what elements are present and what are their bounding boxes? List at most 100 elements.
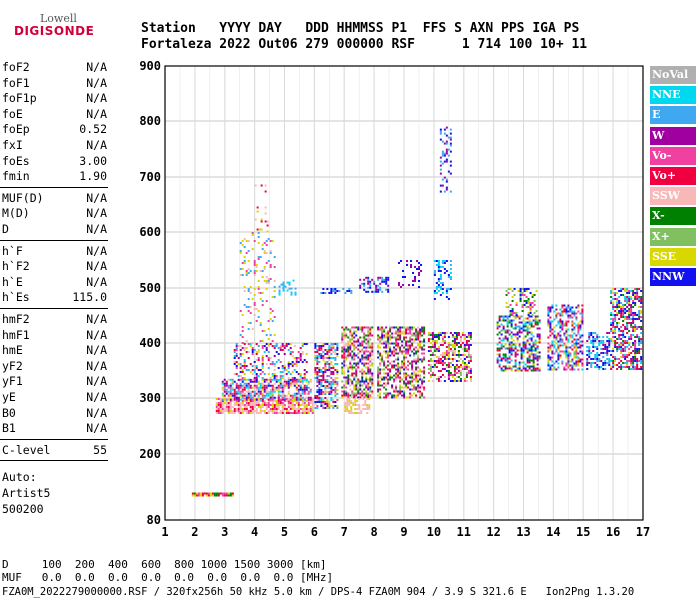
data-point	[598, 336, 601, 338]
data-point	[397, 326, 400, 329]
data-point	[407, 328, 410, 331]
data-point	[365, 276, 368, 279]
data-point	[277, 402, 280, 404]
data-point	[322, 401, 325, 403]
data-point	[264, 212, 267, 215]
data-point	[409, 336, 412, 339]
data-point	[275, 386, 278, 389]
data-point	[324, 389, 327, 391]
data-point	[449, 380, 452, 382]
data-point	[586, 340, 589, 342]
data-point	[447, 148, 450, 151]
data-point	[529, 304, 532, 306]
data-point	[381, 326, 384, 329]
data-point	[534, 353, 537, 356]
data-point	[502, 317, 505, 320]
data-point	[345, 376, 348, 379]
data-point	[353, 394, 356, 397]
data-point	[532, 325, 535, 328]
param-label-hf2: h`F2	[2, 259, 30, 274]
data-point	[345, 378, 348, 381]
data-point	[285, 384, 288, 387]
data-point	[353, 352, 356, 355]
data-point	[504, 353, 507, 356]
data-point	[277, 390, 280, 393]
data-point	[528, 331, 531, 334]
data-point	[245, 404, 248, 406]
data-point	[247, 298, 250, 300]
data-point	[318, 383, 321, 385]
data-point	[348, 290, 351, 292]
data-point	[269, 394, 272, 397]
data-point	[559, 314, 562, 317]
data-point	[241, 386, 244, 389]
data-point	[371, 346, 374, 349]
data-point	[311, 400, 314, 402]
data-point	[363, 282, 366, 285]
data-point	[320, 347, 323, 349]
data-point	[577, 368, 580, 371]
data-point	[445, 148, 448, 151]
data-point	[243, 363, 246, 365]
data-point	[227, 404, 230, 406]
data-point	[289, 380, 292, 383]
data-point	[431, 360, 434, 362]
data-point	[289, 408, 292, 410]
data-point	[235, 382, 238, 385]
data-point	[369, 364, 372, 367]
data-point	[345, 394, 348, 397]
data-point	[393, 388, 396, 391]
data-point	[581, 352, 584, 355]
data-point	[367, 344, 370, 347]
param-label-d: D	[2, 222, 9, 236]
data-point	[334, 389, 337, 391]
data-point	[261, 377, 264, 379]
data-point	[465, 376, 468, 378]
ionogram-chart: 1 2 3 4 5 6 7 8 9 10 11 12 13 14 15 16 17802003004005006…	[139, 59, 650, 539]
data-point	[293, 392, 296, 395]
data-point	[441, 362, 444, 364]
data-point	[301, 377, 304, 379]
data-point	[596, 336, 599, 338]
data-point	[309, 388, 312, 391]
data-point	[598, 342, 601, 344]
data-point	[357, 338, 360, 341]
data-point	[610, 360, 613, 362]
data-point	[367, 382, 370, 385]
data-point	[519, 288, 522, 290]
data-point	[423, 330, 426, 333]
data-point	[427, 380, 430, 382]
data-point	[418, 274, 421, 276]
data-point	[610, 290, 613, 292]
data-point	[618, 306, 621, 308]
data-point	[347, 348, 350, 351]
data-point	[269, 396, 272, 399]
data-point	[429, 348, 432, 350]
data-point	[461, 332, 464, 334]
data-point	[415, 394, 418, 397]
data-point	[287, 410, 290, 412]
data-point	[351, 382, 354, 385]
y-tick-label: 400	[139, 336, 161, 350]
data-point	[555, 324, 558, 327]
data-point	[581, 344, 584, 347]
data-point	[640, 362, 643, 364]
data-point	[439, 168, 442, 171]
data-point	[253, 369, 256, 371]
data-point	[513, 288, 516, 290]
data-point	[395, 342, 398, 345]
data-point	[207, 494, 210, 497]
data-point	[371, 376, 374, 379]
data-point	[241, 262, 244, 264]
param-label-mufd: MUF(D)	[2, 190, 44, 205]
data-point	[467, 332, 470, 334]
data-point	[389, 370, 392, 373]
data-point	[608, 358, 611, 360]
data-point	[437, 266, 440, 268]
data-point	[592, 336, 595, 338]
param-label-foe: foE	[2, 106, 23, 121]
data-point	[421, 384, 424, 387]
data-point	[435, 286, 438, 288]
data-point	[267, 320, 270, 322]
data-point	[359, 326, 362, 329]
